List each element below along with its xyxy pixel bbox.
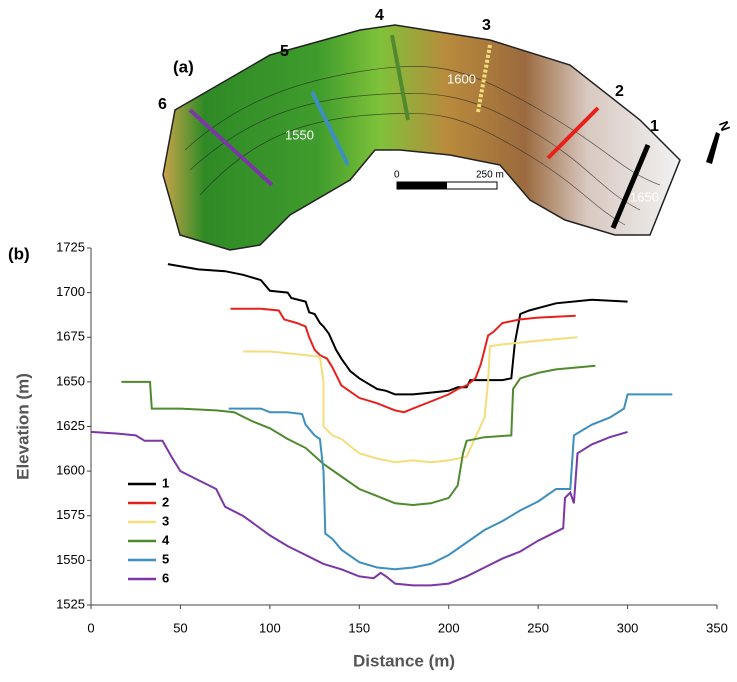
- legend-label: 3: [162, 513, 169, 528]
- chart-panel-label: (b): [8, 244, 30, 263]
- page: (a) 1 2 3 4 5 6 1550 1600 1650 0 250 m N…: [0, 0, 737, 682]
- north-label: N: [716, 119, 733, 133]
- terrain-map: [163, 25, 680, 250]
- y-tick-label: 1575: [56, 507, 85, 522]
- legend-label: 6: [162, 570, 169, 585]
- section-label: 2: [615, 83, 624, 100]
- map-panel: (a) 1 2 3 4 5 6 1550 1600 1650 0 250 m N: [158, 7, 733, 250]
- y-tick-label: 1525: [56, 596, 85, 611]
- section-label: 1: [650, 118, 659, 135]
- y-tick-label: 1725: [56, 239, 85, 254]
- contour-label: 1600: [447, 71, 476, 86]
- x-axis-title: Distance (m): [353, 651, 455, 670]
- y-tick-label: 1700: [56, 284, 85, 299]
- profile-line: [168, 264, 628, 394]
- x-tick-label: 200: [438, 620, 460, 635]
- section-label: 3: [482, 17, 491, 34]
- figure: (a) 1 2 3 4 5 6 1550 1600 1650 0 250 m N…: [0, 0, 737, 677]
- profile-line: [121, 366, 595, 505]
- y-tick-label: 1550: [56, 552, 85, 567]
- y-tick-label: 1600: [56, 463, 85, 478]
- x-tick-label: 0: [87, 620, 94, 635]
- x-tick-label: 350: [706, 620, 728, 635]
- scale-label: 0: [394, 170, 400, 181]
- map-panel-label: (a): [173, 57, 194, 76]
- scale-bar-fill: [397, 182, 447, 189]
- section-label: 6: [158, 96, 167, 113]
- profile-line: [243, 337, 578, 462]
- y-tick-label: 1625: [56, 418, 85, 433]
- legend-label: 1: [162, 475, 169, 490]
- scale-label: 250 m: [476, 170, 504, 181]
- contour-label: 1650: [630, 189, 659, 204]
- y-tick-label: 1675: [56, 329, 85, 344]
- x-tick-label: 150: [348, 620, 370, 635]
- y-tick-label: 1650: [56, 373, 85, 388]
- x-tick-label: 300: [617, 620, 639, 635]
- x-tick-label: 100: [259, 620, 281, 635]
- contour-label: 1550: [285, 127, 314, 142]
- profile-line: [229, 394, 673, 569]
- profile-line: [231, 309, 576, 413]
- north-arrow: [706, 132, 720, 164]
- section-label: 5: [280, 43, 289, 60]
- x-tick-label: 250: [527, 620, 549, 635]
- legend-label: 5: [162, 551, 169, 566]
- y-axis-title: Elevation (m): [13, 373, 32, 480]
- section-label: 4: [375, 7, 384, 24]
- legend-label: 2: [162, 494, 169, 509]
- x-tick-label: 50: [173, 620, 187, 635]
- legend-label: 4: [162, 532, 170, 547]
